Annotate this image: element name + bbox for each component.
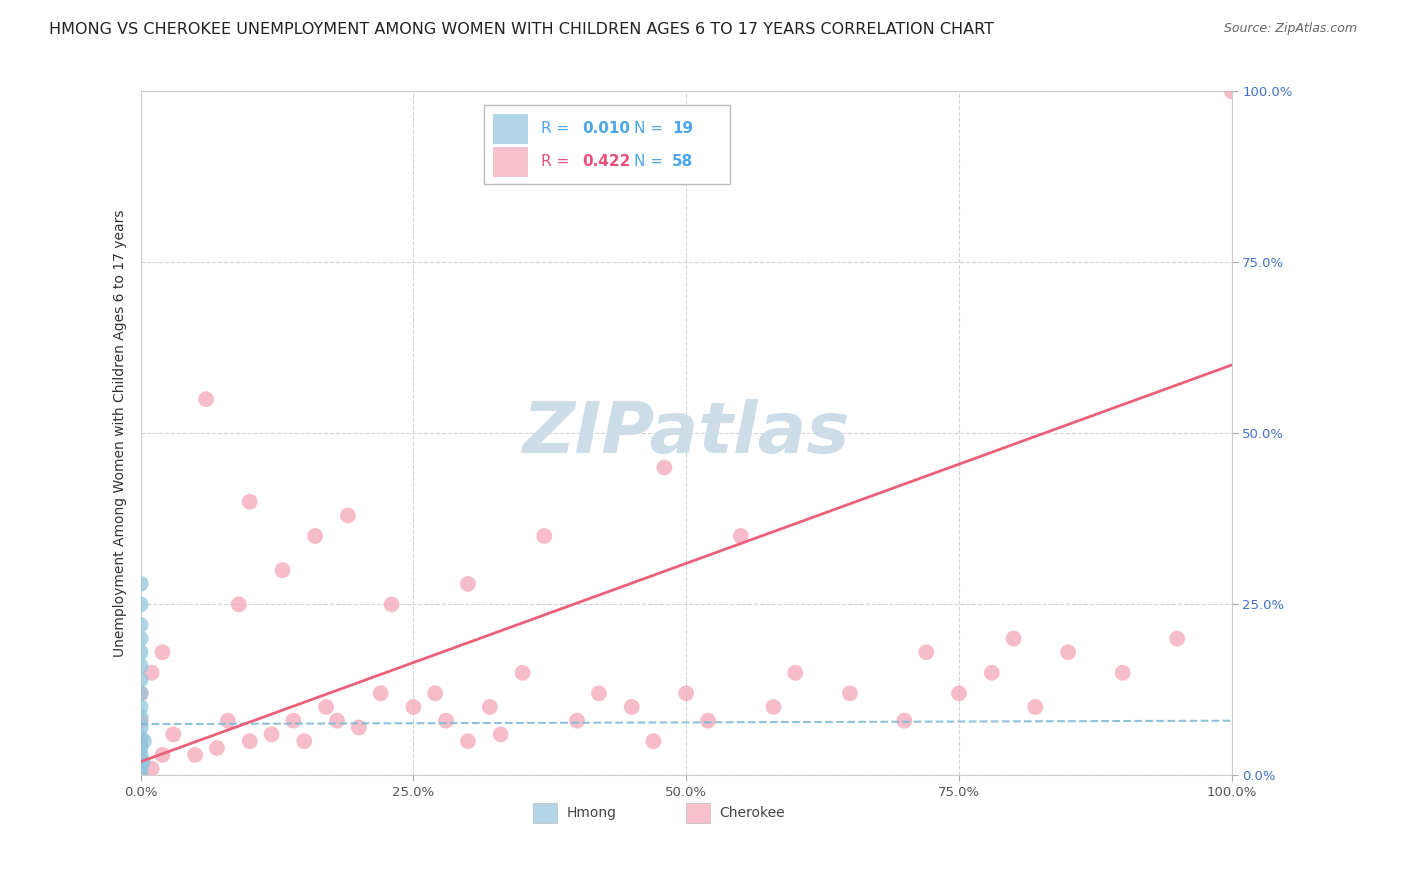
FancyBboxPatch shape: [686, 803, 710, 823]
Point: [434, 714, 457, 728]
Point: [292, 734, 315, 748]
Point: [643, 734, 665, 748]
Point: [129, 741, 152, 756]
Point: [129, 747, 152, 762]
Point: [336, 508, 359, 523]
Point: [129, 686, 152, 700]
Point: [762, 700, 785, 714]
Point: [239, 734, 262, 748]
Point: [478, 700, 501, 714]
Point: [1166, 632, 1188, 646]
Point: [184, 747, 207, 762]
Text: 19: 19: [672, 121, 693, 136]
Point: [1111, 665, 1133, 680]
Point: [162, 727, 184, 741]
Point: [675, 686, 697, 700]
Point: [228, 598, 250, 612]
Point: [565, 714, 588, 728]
Text: R =: R =: [541, 121, 574, 136]
Point: [152, 645, 174, 659]
Point: [260, 727, 283, 741]
Point: [425, 686, 447, 700]
Point: [402, 700, 425, 714]
Point: [980, 665, 1002, 680]
Point: [304, 529, 326, 543]
Point: [271, 563, 294, 577]
Point: [129, 755, 152, 769]
Point: [141, 665, 163, 680]
Point: [129, 734, 152, 748]
Text: ZIPatlas: ZIPatlas: [523, 399, 849, 468]
FancyBboxPatch shape: [533, 803, 557, 823]
Point: [915, 645, 938, 659]
Point: [588, 686, 610, 700]
Point: [129, 645, 152, 659]
Text: 58: 58: [672, 154, 693, 169]
FancyBboxPatch shape: [494, 113, 529, 144]
Point: [129, 721, 152, 735]
Point: [195, 392, 218, 407]
Point: [326, 714, 349, 728]
FancyBboxPatch shape: [484, 105, 730, 184]
Point: [129, 762, 152, 776]
Text: 0.010: 0.010: [582, 121, 630, 136]
Text: Cherokee: Cherokee: [718, 806, 785, 820]
Point: [893, 714, 915, 728]
Point: [730, 529, 752, 543]
Text: Hmong: Hmong: [567, 806, 616, 820]
Point: [132, 755, 155, 769]
Point: [1220, 84, 1243, 98]
Point: [838, 686, 860, 700]
Point: [129, 714, 152, 728]
Point: [205, 741, 228, 756]
Point: [129, 710, 152, 724]
Point: [948, 686, 970, 700]
Point: [785, 665, 807, 680]
Point: [315, 700, 337, 714]
Point: [141, 762, 163, 776]
Text: N =: N =: [634, 121, 668, 136]
Point: [457, 577, 479, 591]
Point: [129, 577, 152, 591]
Point: [129, 618, 152, 632]
FancyBboxPatch shape: [494, 146, 529, 177]
Point: [283, 714, 305, 728]
Text: R =: R =: [541, 154, 574, 169]
Point: [129, 731, 152, 745]
Point: [533, 529, 555, 543]
Point: [457, 734, 479, 748]
Point: [370, 686, 392, 700]
Point: [1057, 645, 1080, 659]
Point: [1002, 632, 1025, 646]
Point: [129, 598, 152, 612]
Point: [1024, 700, 1046, 714]
Text: Source: ZipAtlas.com: Source: ZipAtlas.com: [1223, 22, 1357, 36]
Point: [129, 768, 152, 782]
Point: [129, 673, 152, 687]
Point: [152, 747, 174, 762]
Text: N =: N =: [634, 154, 668, 169]
Y-axis label: Unemployment Among Women with Children Ages 6 to 17 years: Unemployment Among Women with Children A…: [114, 210, 128, 657]
Point: [620, 700, 643, 714]
Point: [512, 665, 534, 680]
Point: [381, 598, 404, 612]
Point: [129, 659, 152, 673]
Point: [129, 632, 152, 646]
Point: [347, 721, 370, 735]
Point: [217, 714, 239, 728]
Point: [129, 768, 152, 782]
Point: [129, 755, 152, 769]
Point: [697, 714, 720, 728]
Point: [239, 495, 262, 509]
Point: [132, 734, 155, 748]
Point: [489, 727, 512, 741]
Point: [129, 700, 152, 714]
Text: HMONG VS CHEROKEE UNEMPLOYMENT AMONG WOMEN WITH CHILDREN AGES 6 TO 17 YEARS CORR: HMONG VS CHEROKEE UNEMPLOYMENT AMONG WOM…: [49, 22, 994, 37]
Text: 0.422: 0.422: [582, 154, 631, 169]
Point: [129, 686, 152, 700]
Point: [654, 460, 676, 475]
